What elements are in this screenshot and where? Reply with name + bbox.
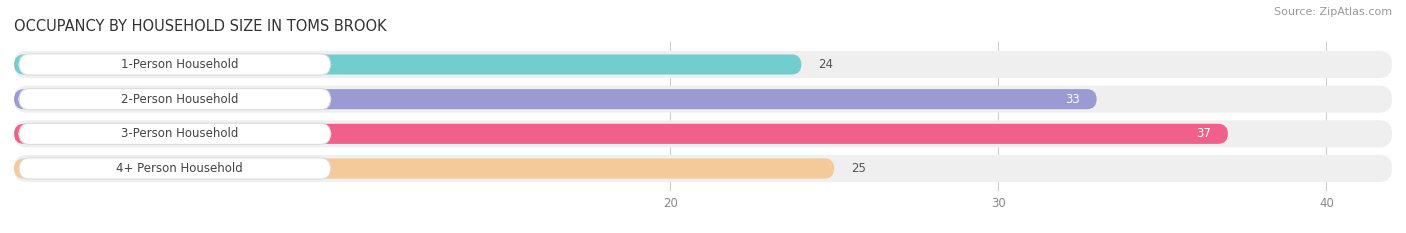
FancyBboxPatch shape — [14, 86, 1392, 113]
Text: OCCUPANCY BY HOUSEHOLD SIZE IN TOMS BROOK: OCCUPANCY BY HOUSEHOLD SIZE IN TOMS BROO… — [14, 19, 387, 34]
FancyBboxPatch shape — [14, 158, 834, 178]
Text: 24: 24 — [818, 58, 832, 71]
FancyBboxPatch shape — [20, 123, 330, 144]
Text: 25: 25 — [851, 162, 866, 175]
FancyBboxPatch shape — [14, 155, 1392, 182]
FancyBboxPatch shape — [14, 89, 1097, 109]
FancyBboxPatch shape — [20, 158, 330, 179]
Text: 1-Person Household: 1-Person Household — [121, 58, 239, 71]
Text: Source: ZipAtlas.com: Source: ZipAtlas.com — [1274, 7, 1392, 17]
Text: 2-Person Household: 2-Person Household — [121, 93, 239, 106]
Text: 33: 33 — [1066, 93, 1080, 106]
FancyBboxPatch shape — [14, 51, 1392, 78]
FancyBboxPatch shape — [14, 120, 1392, 147]
FancyBboxPatch shape — [20, 89, 330, 110]
Text: 3-Person Household: 3-Person Household — [121, 127, 239, 140]
Text: 4+ Person Household: 4+ Person Household — [117, 162, 243, 175]
FancyBboxPatch shape — [14, 124, 1227, 144]
Text: 37: 37 — [1197, 127, 1212, 140]
FancyBboxPatch shape — [14, 55, 801, 75]
FancyBboxPatch shape — [20, 54, 330, 75]
